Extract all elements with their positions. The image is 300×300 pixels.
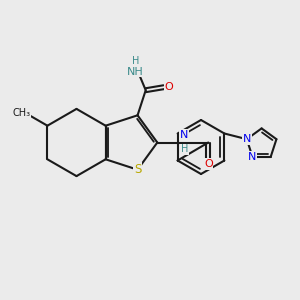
- Text: S: S: [134, 163, 141, 176]
- Text: N: N: [180, 130, 188, 140]
- Text: O: O: [204, 159, 213, 169]
- Text: N: N: [248, 152, 256, 162]
- Text: CH₃: CH₃: [13, 108, 31, 118]
- Text: H: H: [181, 144, 188, 154]
- Text: N: N: [243, 134, 251, 144]
- Text: NH: NH: [127, 67, 144, 76]
- Text: H: H: [131, 56, 139, 66]
- Text: O: O: [165, 82, 173, 92]
